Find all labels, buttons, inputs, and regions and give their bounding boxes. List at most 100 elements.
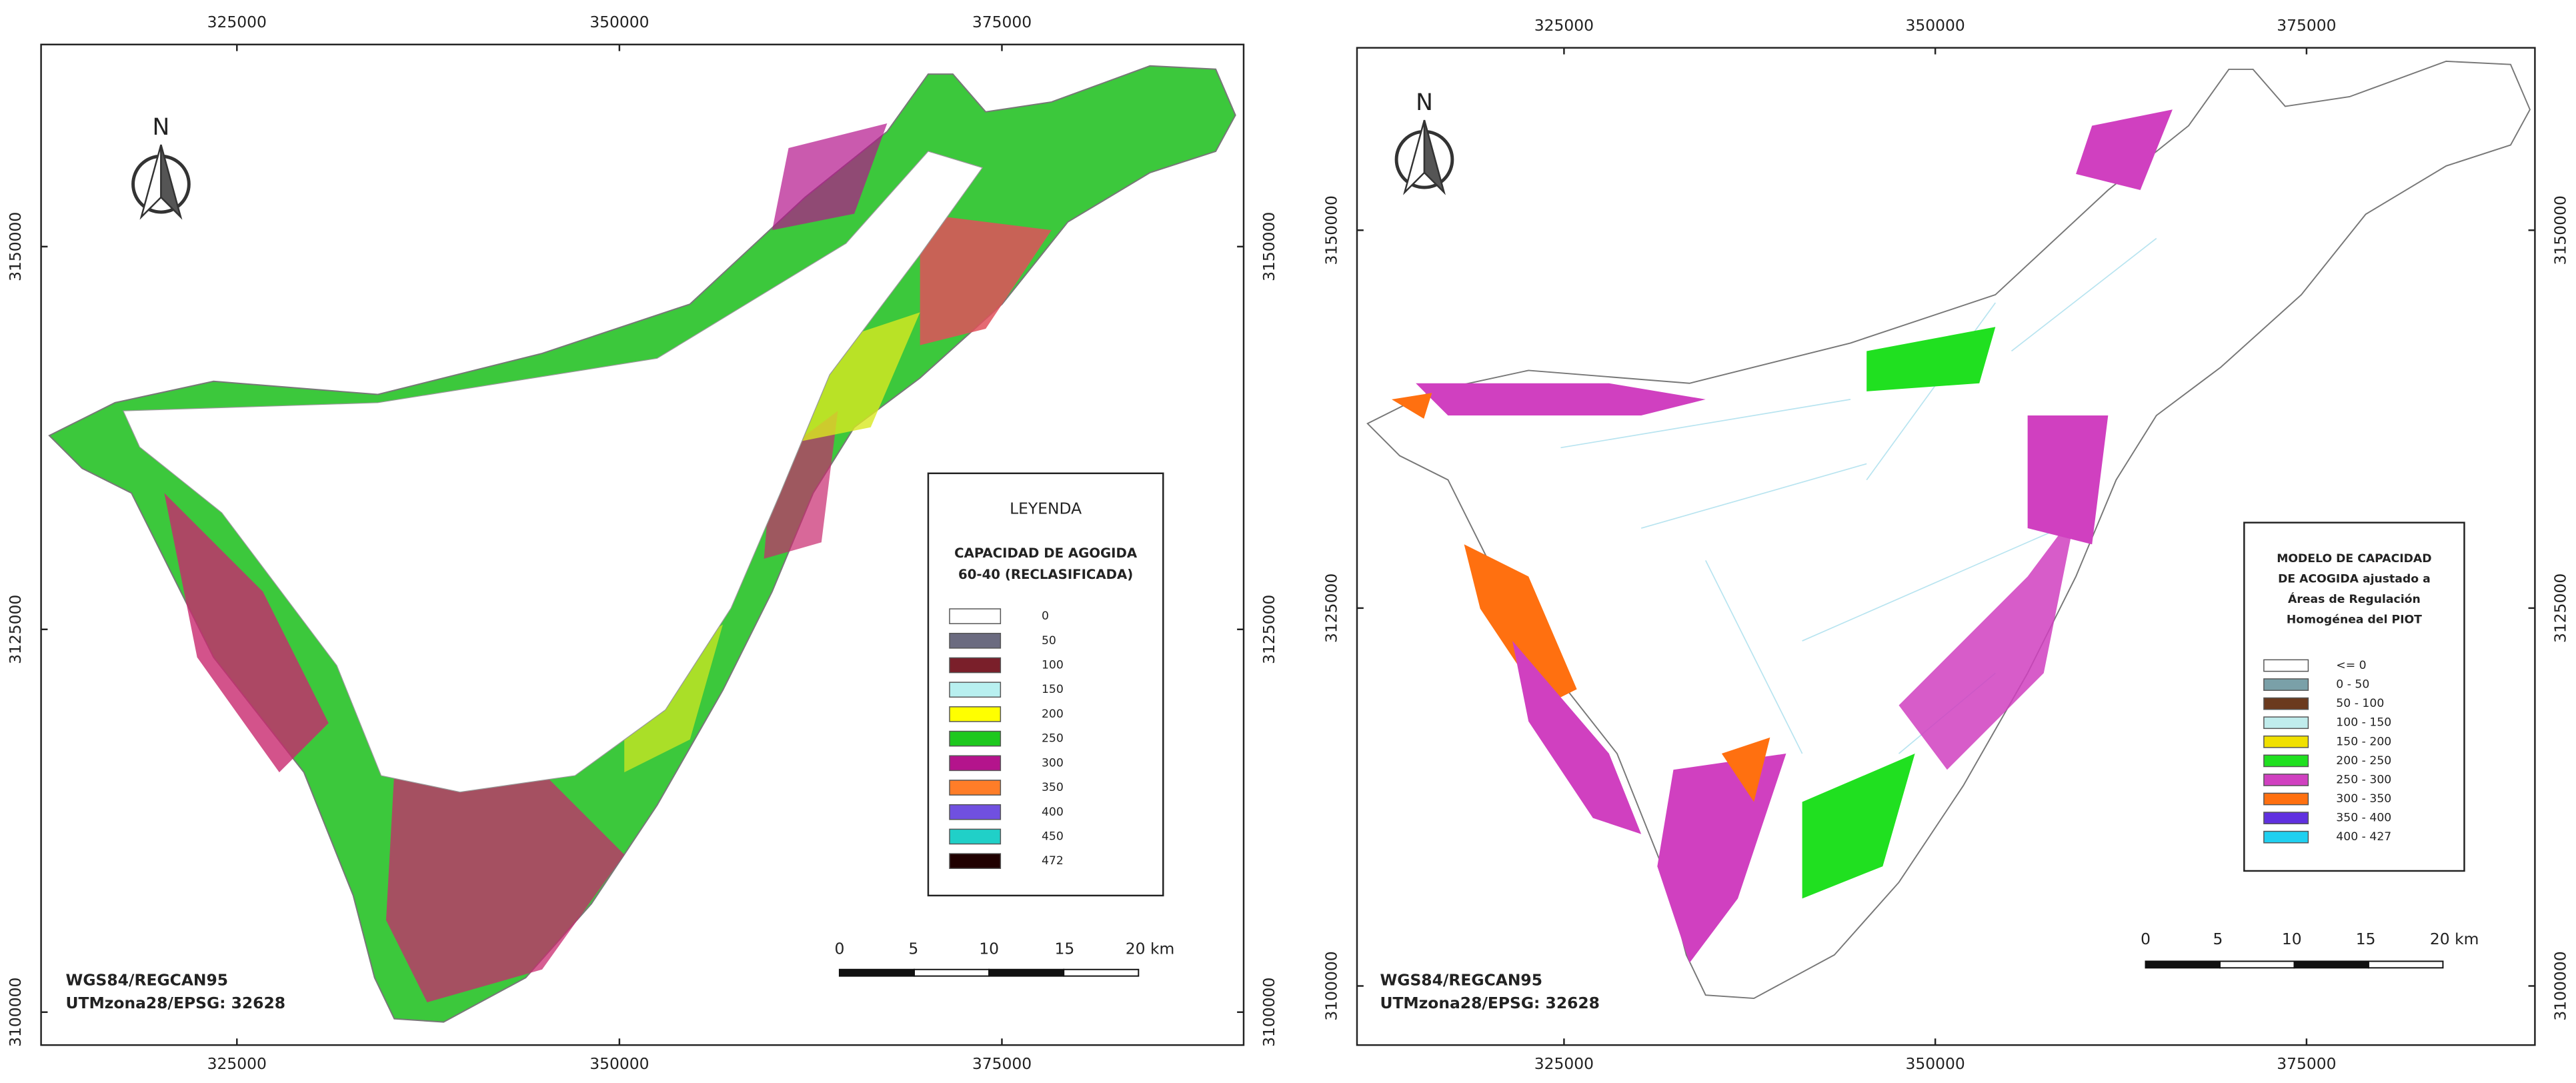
drainage [1560,237,2157,754]
y-tick-label: 3100000 [1322,951,1341,1020]
legend-swatch [949,706,1002,722]
scale-label: 10 [979,940,999,958]
legend-swatch [949,828,1002,845]
crs-label: WGS84/REGCAN95 [66,971,229,990]
legend-title: DE ACOGIDA ajustado a [2278,572,2431,586]
legend-label: 100 - 150 [2336,716,2391,730]
legend-label: 50 - 100 [2336,697,2384,710]
scale-label: 0 [2141,930,2151,948]
land-patch [772,123,888,231]
legend-title: Áreas de Regulación [2288,592,2421,606]
legend-label: 472 [1042,854,1064,868]
x-tick-label: 375000 [2277,16,2336,35]
crs-label: UTMzona28/EPSG: 32628 [1380,994,1599,1012]
scale-segment [838,968,916,977]
legend-title: MODELO DE CAPACIDAD [2277,552,2431,566]
x-tick-label: 375000 [972,1054,1032,1073]
legend-label: 300 - 350 [2336,792,2391,806]
scale-segment [2219,960,2295,969]
legend-label: 350 [1042,781,1064,794]
map-frame [40,43,1245,1046]
legend-label: 400 [1042,806,1064,819]
scale-label: 10 [2282,930,2302,948]
legend-label: 200 [1042,708,1064,721]
land-patch [1464,544,1577,706]
y-tick-label: 3100000 [1260,978,1278,1047]
x-tick-label: 325000 [207,1054,267,1073]
y-tick-label: 3100000 [2551,951,2569,1020]
y-tick-label: 3150000 [6,212,25,281]
scale-label: 5 [908,940,918,958]
legend-swatch [2263,716,2309,730]
legend-label: 250 - 300 [2336,773,2391,786]
legend-swatch [2263,697,2309,710]
legend-swatch [2263,754,2309,768]
x-tick-label: 350000 [1906,16,1965,35]
land-patch [1866,327,1996,391]
y-tick-label: 3125000 [2551,574,2569,643]
x-tick-label: 325000 [1534,1054,1594,1073]
y-tick-label: 3100000 [6,978,25,1047]
north-label: N [1416,89,1433,116]
land-patch [764,411,838,559]
legend-label: 150 - 200 [2336,735,2391,748]
legend-swatch [949,632,1002,649]
legend-label: 300 [1042,756,1064,770]
y-tick-label: 3150000 [1260,212,1278,281]
legend-swatch [949,730,1002,747]
x-tick-label: 350000 [1906,1054,1965,1073]
land-patch [164,493,329,773]
y-tick-label: 3125000 [6,595,25,664]
legend-swatch [2263,830,2309,844]
scale-segment [2367,960,2444,969]
land-patch [624,624,724,773]
land-patch [1416,383,1706,416]
legend-swatch [949,657,1002,674]
right-map [1366,60,2531,1000]
land-patch [1657,754,1786,963]
x-tick-label: 375000 [2277,1054,2336,1073]
legend-swatch [949,804,1002,820]
x-tick-label: 325000 [1534,16,1594,35]
left-map [48,65,1236,1023]
legend-swatch [949,853,1002,870]
north-arrow [139,144,162,220]
north-label: N [153,114,170,141]
legend-swatch [2263,678,2309,691]
legend-label: 350 - 400 [2336,812,2391,825]
legend-label: 250 [1042,732,1064,746]
scale-segment [1063,968,1140,977]
y-tick-label: 3125000 [1260,595,1278,664]
scale-label: 15 [1055,940,1075,958]
land-patch [2076,109,2173,191]
land-patch [385,772,625,1003]
legend-swatch [949,780,1002,796]
scale-segment [2293,960,2369,969]
legend-label: 450 [1042,830,1064,843]
north-arrow [1423,119,1446,195]
legend-title: 60-40 (RECLASIFICADA) [958,567,1133,582]
scale-segment [2145,960,2221,969]
land-patch [1898,511,2077,770]
legend-swatch [2263,792,2309,806]
scale-label: 20 km [2430,930,2479,948]
land-patch [1391,393,1432,419]
legend-label: 200 - 250 [2336,754,2391,768]
legend-label: 150 [1042,683,1064,696]
legend-label: <= 0 [2336,659,2366,672]
north-arrow [160,144,183,220]
legend-title: CAPACIDAD DE AGOGIDA [954,546,1138,561]
legend-heading: LEYENDA [1010,499,1082,517]
land-patch [1721,737,1770,802]
legend-label: 50 [1042,634,1056,648]
map-frame [1356,47,2536,1046]
scale-label: 0 [834,940,844,958]
legend-swatch [949,608,1002,624]
land-patch [2027,415,2109,545]
legend-swatch [2263,659,2309,672]
y-tick-label: 3150000 [2551,195,2569,265]
y-tick-label: 3125000 [1322,574,1341,643]
